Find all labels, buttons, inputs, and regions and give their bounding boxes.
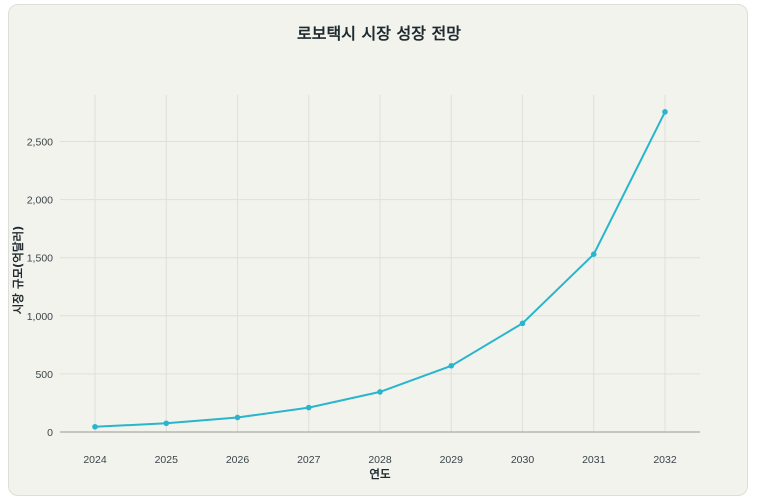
y-tick-label: 2,000 bbox=[27, 195, 53, 207]
y-tick-label: 0 bbox=[47, 427, 53, 439]
chart-title: 로보택시 시장 성장 전망 bbox=[297, 24, 461, 43]
y-tick-label: 500 bbox=[35, 369, 53, 381]
data-point bbox=[662, 109, 668, 115]
data-point bbox=[163, 420, 170, 427]
x-tick-label: 2030 bbox=[511, 454, 535, 466]
x-tick-label: 2031 bbox=[582, 454, 606, 466]
data-point bbox=[92, 423, 98, 430]
data-point bbox=[590, 251, 597, 258]
data-point bbox=[519, 320, 526, 327]
chart-card bbox=[8, 4, 748, 496]
data-point bbox=[448, 362, 455, 369]
data-point bbox=[234, 414, 241, 421]
x-tick-label: 2027 bbox=[297, 454, 321, 466]
data-point bbox=[305, 404, 312, 411]
x-tick-label: 2028 bbox=[368, 454, 392, 466]
x-tick-label: 2032 bbox=[653, 454, 677, 466]
grid bbox=[60, 95, 700, 432]
y-axis-ticks: 0 500 1,000 1,500 2,000 2,500 bbox=[27, 136, 53, 439]
y-tick-label: 1,500 bbox=[27, 253, 53, 265]
x-axis-label: 연도 bbox=[369, 467, 391, 481]
y-tick-label: 1,000 bbox=[27, 311, 53, 323]
x-axis-ticks: 2024 2025 2026 2027 2028 2029 2030 2031 2032 bbox=[83, 454, 677, 466]
x-tick-label: 2026 bbox=[226, 454, 250, 466]
x-tick-label: 2025 bbox=[155, 454, 179, 466]
y-axis-label: 시장 규모(억달러) bbox=[11, 226, 25, 315]
data-point bbox=[377, 389, 383, 395]
y-tick-label: 2,500 bbox=[27, 136, 53, 148]
data-points bbox=[92, 109, 668, 430]
x-tick-label: 2029 bbox=[440, 454, 464, 466]
x-tick-label: 2024 bbox=[83, 454, 107, 466]
